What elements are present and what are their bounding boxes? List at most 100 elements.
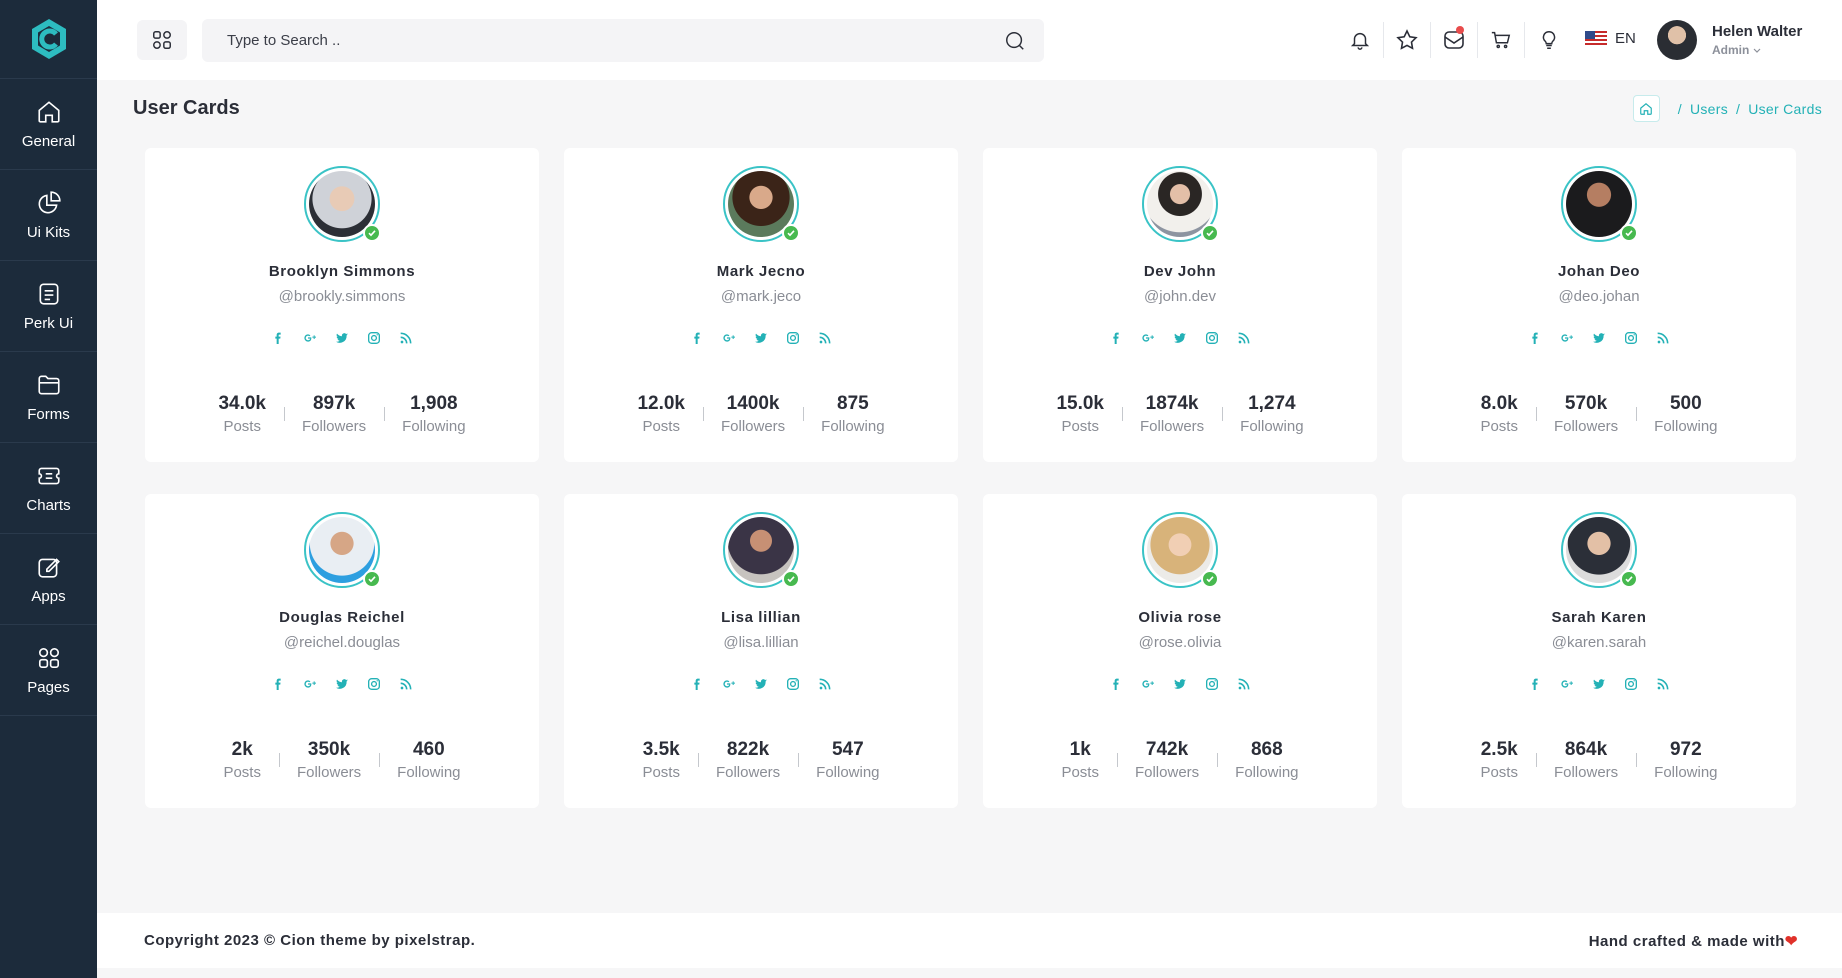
- google-plus-icon[interactable]: [1559, 676, 1575, 692]
- avatar[interactable]: [1147, 171, 1213, 237]
- google-plus-icon[interactable]: [1559, 330, 1575, 346]
- rss-icon[interactable]: [817, 330, 833, 346]
- verified-icon: [363, 570, 381, 588]
- rss-icon[interactable]: [1655, 676, 1671, 692]
- stat-following: 875 Following: [803, 393, 902, 435]
- facebook-icon[interactable]: [270, 676, 286, 692]
- instagram-icon[interactable]: [366, 676, 382, 692]
- facebook-icon[interactable]: [689, 676, 705, 692]
- sidebar-item-apps[interactable]: Apps: [0, 534, 97, 625]
- user-name[interactable]: Douglas Reichel: [279, 609, 405, 626]
- logo[interactable]: [0, 0, 97, 79]
- language-selector[interactable]: EN: [1585, 30, 1636, 47]
- stat-value: 2.5k: [1480, 739, 1518, 760]
- google-plus-icon[interactable]: [302, 676, 318, 692]
- sidebar-item-label: Apps: [31, 587, 66, 605]
- stat-label: Following: [1240, 418, 1304, 435]
- sidebar-item-charts[interactable]: Charts: [0, 443, 97, 534]
- theme-toggle-button[interactable]: [1525, 22, 1572, 58]
- avatar-ring: [1142, 166, 1219, 242]
- lightbulb-icon: [1542, 31, 1555, 49]
- verified-icon: [1620, 224, 1638, 242]
- rss-icon[interactable]: [398, 676, 414, 692]
- google-plus-icon[interactable]: [1140, 330, 1156, 346]
- rss-icon[interactable]: [1236, 330, 1252, 346]
- user-handle: @reichel.douglas: [283, 634, 401, 651]
- twitter-icon[interactable]: [1172, 676, 1188, 692]
- user-stats: 1k Posts 742k Followers 868 Following: [983, 739, 1377, 781]
- twitter-icon[interactable]: [753, 676, 769, 692]
- avatar[interactable]: [728, 517, 794, 583]
- breadcrumb-home[interactable]: [1632, 95, 1660, 122]
- verified-icon: [1201, 570, 1219, 588]
- search-icon[interactable]: [1004, 30, 1026, 52]
- facebook-icon[interactable]: [270, 330, 286, 346]
- menu-toggle-button[interactable]: [137, 20, 187, 60]
- sidebar-item-general[interactable]: General: [0, 79, 97, 170]
- user-name[interactable]: Dev John: [1143, 263, 1217, 280]
- bookmark-button[interactable]: [1384, 22, 1431, 58]
- twitter-icon[interactable]: [1591, 676, 1607, 692]
- google-plus-icon[interactable]: [302, 330, 318, 346]
- avatar[interactable]: [1147, 517, 1213, 583]
- facebook-icon[interactable]: [689, 330, 705, 346]
- avatar[interactable]: [728, 171, 794, 237]
- stat-value: 2k: [231, 739, 253, 760]
- facebook-icon[interactable]: [1108, 330, 1124, 346]
- rss-icon[interactable]: [1655, 330, 1671, 346]
- user-name[interactable]: Johan Deo: [1557, 263, 1641, 280]
- rss-icon[interactable]: [398, 330, 414, 346]
- facebook-icon[interactable]: [1527, 676, 1543, 692]
- user-name[interactable]: Olivia rose: [1138, 609, 1222, 626]
- instagram-icon[interactable]: [1204, 676, 1220, 692]
- stat-label: Following: [397, 764, 461, 781]
- instagram-icon[interactable]: [785, 676, 801, 692]
- breadcrumb-separator: /: [1736, 100, 1741, 117]
- stat-label: Posts: [642, 764, 680, 781]
- verified-icon: [363, 224, 381, 242]
- user-stats: 3.5k Posts 822k Followers 547 Following: [564, 739, 958, 781]
- twitter-icon[interactable]: [1591, 330, 1607, 346]
- sidebar-item-pages[interactable]: Pages: [0, 625, 97, 716]
- cart-button[interactable]: [1478, 22, 1525, 58]
- instagram-icon[interactable]: [785, 330, 801, 346]
- stat-value: 972: [1669, 739, 1702, 760]
- user-name[interactable]: Lisa lillian: [721, 609, 801, 626]
- avatar[interactable]: [309, 517, 375, 583]
- stat-value: 1,274: [1248, 393, 1296, 414]
- user-name[interactable]: Brooklyn Simmons: [268, 263, 416, 280]
- user-name[interactable]: Mark Jecno: [716, 263, 806, 280]
- user-name[interactable]: Sarah Karen: [1551, 609, 1647, 626]
- user-handle: @john.dev: [1144, 288, 1216, 305]
- instagram-icon[interactable]: [366, 330, 382, 346]
- instagram-icon[interactable]: [1623, 330, 1639, 346]
- breadcrumb-item-users[interactable]: Users: [1689, 100, 1728, 117]
- mail-icon: [1444, 31, 1464, 49]
- facebook-icon[interactable]: [1108, 676, 1124, 692]
- notification-button[interactable]: [1337, 22, 1384, 58]
- user-profile-menu[interactable]: Helen Walter Admin: [1657, 20, 1802, 60]
- sidebar-item-forms[interactable]: Forms: [0, 352, 97, 443]
- rss-icon[interactable]: [1236, 676, 1252, 692]
- avatar[interactable]: [1566, 517, 1632, 583]
- messages-button[interactable]: [1431, 22, 1478, 58]
- google-plus-icon[interactable]: [1140, 676, 1156, 692]
- sidebar-item-perk-ui[interactable]: Perk Ui: [0, 261, 97, 352]
- avatar[interactable]: [309, 171, 375, 237]
- stat-value: 12.0k: [637, 393, 685, 414]
- facebook-icon[interactable]: [1527, 330, 1543, 346]
- google-plus-icon[interactable]: [721, 330, 737, 346]
- twitter-icon[interactable]: [1172, 330, 1188, 346]
- user-stats: 2k Posts 350k Followers 460 Following: [145, 739, 539, 781]
- avatar[interactable]: [1566, 171, 1632, 237]
- instagram-icon[interactable]: [1623, 676, 1639, 692]
- google-plus-icon[interactable]: [721, 676, 737, 692]
- twitter-icon[interactable]: [753, 330, 769, 346]
- rss-icon[interactable]: [817, 676, 833, 692]
- sidebar-item-ui-kits[interactable]: Ui Kits: [0, 170, 97, 261]
- stat-following: 500 Following: [1636, 393, 1735, 435]
- instagram-icon[interactable]: [1204, 330, 1220, 346]
- twitter-icon[interactable]: [334, 676, 350, 692]
- search-input[interactable]: [202, 19, 1044, 62]
- twitter-icon[interactable]: [334, 330, 350, 346]
